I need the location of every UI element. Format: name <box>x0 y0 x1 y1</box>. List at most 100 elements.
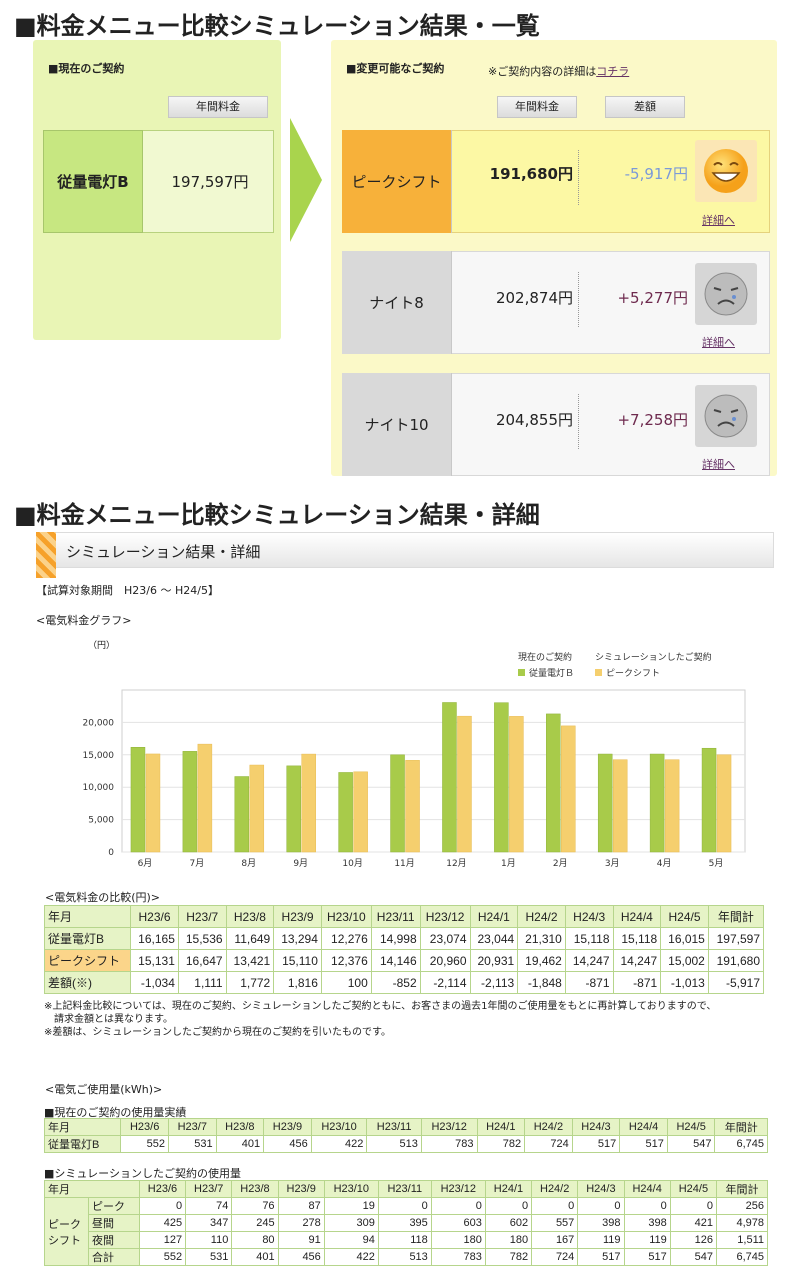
legend-label: 従量電灯Ｂ <box>529 667 574 679</box>
table-cell: 94 <box>323 1231 379 1249</box>
table-header-cell: H24/1 <box>469 905 519 928</box>
table-cell: 21,310 <box>517 927 566 950</box>
table-row: 従量電灯B 16,165 15,536 11,649 13,294 12,276 14,99… <box>43 927 765 950</box>
table-cell: 513 <box>377 1248 432 1266</box>
bar-current <box>130 747 146 853</box>
table-cell: -871 <box>564 971 614 994</box>
option-diff: +5,277円 <box>617 289 688 307</box>
table-cell: 14,247 <box>564 949 614 972</box>
table-header-cell: H24/4 <box>612 905 662 928</box>
table-cell: 74 <box>185 1197 233 1215</box>
table-header-cell: H23/12 <box>419 905 471 928</box>
table-cell: 91 <box>277 1231 325 1249</box>
table-header-row: 年月 H23/6 H23/7 H23/8 H23/9 H23/10 H23/11 H23/12… <box>43 905 765 928</box>
orange-stripe-icon <box>36 532 56 578</box>
changeable-contract-title: ■変更可能なご契約 <box>346 62 445 75</box>
divider <box>578 150 579 205</box>
table-header-row: 年月 H23/6 H23/7 H23/8 H23/9 H23/10 H23/11 H23/12… <box>43 1118 768 1136</box>
table-cell: 16,165 <box>130 927 179 950</box>
table-header-cell: H24/1 <box>476 1118 526 1136</box>
table-header-cell: H23/9 <box>273 905 322 928</box>
table-cell: 422 <box>310 1135 368 1153</box>
table-row: 昼間 425 347 245 278 309 395 603 602 557 398 398 421 4,… <box>45 1214 768 1232</box>
x-tick-label: 3月 <box>605 858 620 869</box>
table-header-cell: H24/5 <box>660 905 709 928</box>
row-label-cell: 夜間 <box>88 1231 140 1249</box>
table-cell: 0 <box>484 1197 533 1215</box>
annual-fee-label: 年間料金 <box>168 96 268 118</box>
bar-simulated <box>405 760 420 853</box>
x-tick-label: 11月 <box>394 858 414 869</box>
table-cell: 15,002 <box>660 949 709 972</box>
table-header-cell: H23/8 <box>215 1118 265 1136</box>
table-cell: 76 <box>231 1197 279 1215</box>
table-cell: 602 <box>484 1214 533 1232</box>
table-cell: 0 <box>430 1197 486 1215</box>
period-label: 【試算対象期間 H23/6 〜 H24/5】 <box>36 584 219 597</box>
summary-heading: ■料金メニュー比較シミュレーション結果・一覧 <box>14 12 540 40</box>
option-diff: +7,258円 <box>617 411 688 429</box>
table-header-cell: 年月 <box>43 1118 122 1136</box>
table-cell: 20,960 <box>419 949 471 972</box>
table-cell: 0 <box>623 1197 671 1215</box>
table-cell: 6,745 <box>716 1248 768 1266</box>
table-cell: 100 <box>320 971 372 994</box>
detail-link[interactable]: 詳細へ <box>702 214 735 227</box>
table-cell: 557 <box>531 1214 579 1232</box>
table-cell: 517 <box>623 1248 671 1266</box>
table-header-cell: 年月 <box>44 1180 140 1198</box>
bar-simulated <box>664 759 680 853</box>
compare-table: 年月 H23/6 H23/7 H23/8 H23/9 H23/10 H23/11 H23/12… <box>43 905 765 994</box>
table-cell: 191,680 <box>707 949 765 972</box>
plot-area <box>121 689 746 853</box>
table-cell: 0 <box>577 1197 625 1215</box>
detail-link[interactable]: 詳細へ <box>702 336 735 349</box>
bar-simulated <box>612 759 628 853</box>
y-tick-label: 10,000 <box>83 783 115 793</box>
usage-title: <電気ご使用量(kWh)> <box>45 1083 163 1096</box>
table-cell: 118 <box>377 1231 432 1249</box>
table-header-cell: H24/4 <box>619 1118 668 1136</box>
table-cell: 14,146 <box>370 949 421 972</box>
table-header-cell: H23/12 <box>430 1180 486 1198</box>
table-cell: 0 <box>138 1197 187 1215</box>
bar-current <box>494 702 509 853</box>
notes: ※上記料金比較については、現在のご契約、シミュレーションしたご契約ともに、お客さ… <box>44 1000 716 1039</box>
table-cell: 119 <box>623 1231 671 1249</box>
contract-detail-link[interactable]: コチラ <box>596 65 630 78</box>
table-cell: 127 <box>138 1231 187 1249</box>
option-name: ナイト10 <box>342 373 452 476</box>
table-header-cell: 年間計 <box>707 905 765 928</box>
current-plan-price: 197,597円 <box>171 173 249 191</box>
bar-simulated <box>716 754 732 853</box>
table-cell: 401 <box>215 1135 265 1153</box>
graph-title: <電気料金グラフ> <box>36 614 132 627</box>
table-cell: 126 <box>669 1231 718 1249</box>
row-label-cell: 従量電灯B <box>43 927 132 950</box>
x-tick-label: 8月 <box>241 858 256 869</box>
bar-simulated <box>457 715 472 853</box>
table-cell: 552 <box>120 1135 169 1153</box>
table-cell: 425 <box>138 1214 187 1232</box>
usage-sim-table: 年月 H23/6 H23/7 H23/8 H23/9 H23/10 H23/11 H23/12… <box>44 1180 768 1266</box>
usage-current-table: 年月 H23/6 H23/7 H23/8 H23/9 H23/10 H23/11 H23/12… <box>43 1118 768 1153</box>
table-header-cell: H24/4 <box>623 1180 671 1198</box>
table-cell: -1,034 <box>130 971 179 994</box>
table-cell: 180 <box>484 1231 533 1249</box>
table-header-cell: H23/6 <box>130 905 179 928</box>
row-label-cell: ピーク <box>88 1197 140 1215</box>
table-cell: -2,113 <box>469 971 519 994</box>
usage-current-title: ■現在のご契約の使用量実績 <box>44 1106 187 1119</box>
detail-link[interactable]: 詳細へ <box>702 458 735 471</box>
row-label-cell: 合計 <box>88 1248 140 1266</box>
bar-current <box>390 754 405 853</box>
table-cell: 14,247 <box>612 949 662 972</box>
table-header-cell: H23/9 <box>277 1180 325 1198</box>
table-cell: 517 <box>619 1135 668 1153</box>
table-header-cell: H23/8 <box>231 1180 279 1198</box>
table-cell: 23,074 <box>419 927 471 950</box>
option-price: 191,680円 <box>489 165 573 183</box>
x-tick-label: 6月 <box>138 858 153 869</box>
row-label-cell: 従量電灯B <box>43 1135 122 1153</box>
table-header-cell: H24/1 <box>484 1180 533 1198</box>
